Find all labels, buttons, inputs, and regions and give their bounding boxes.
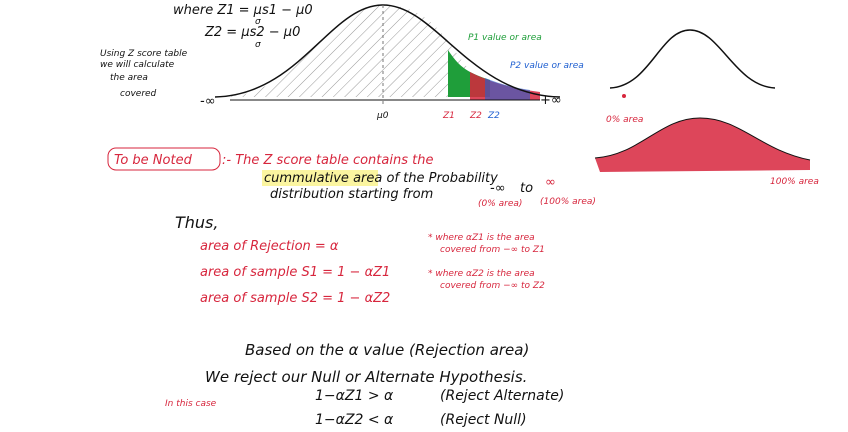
noted-text: (100% area) bbox=[540, 197, 596, 207]
axis-label: Z1 bbox=[442, 111, 455, 121]
formula: area of Rejection = α bbox=[200, 239, 339, 254]
note: the area bbox=[110, 73, 148, 83]
formula: area of sample S1 = 1 − αZ1 bbox=[200, 265, 390, 280]
zero-dot bbox=[622, 94, 626, 98]
noted-text: distribution starting from bbox=[270, 187, 433, 202]
conclusion: We reject our Null or Alternate Hypothes… bbox=[205, 368, 527, 386]
note: * where αZ1 is the area bbox=[428, 233, 535, 243]
note: covered bbox=[120, 89, 157, 99]
noted-text: (0% area) bbox=[478, 199, 522, 209]
condition: (Reject Alternate) bbox=[440, 388, 564, 404]
thus: Thus, bbox=[175, 213, 218, 232]
note: Using Z score table bbox=[100, 49, 188, 59]
full-area bbox=[595, 118, 810, 172]
formula: where Z1 = μs1 − μ0 bbox=[173, 3, 313, 18]
axis-label: μ0 bbox=[376, 111, 389, 121]
condition: 1−αZ1 > α bbox=[315, 388, 394, 404]
axis-label: Z2 bbox=[487, 111, 500, 121]
note: covered from −∞ to Z1 bbox=[440, 245, 545, 255]
noted-text: cummulative area of the Probability bbox=[264, 171, 498, 186]
noted-box bbox=[107, 147, 221, 171]
full-curve bbox=[594, 117, 811, 161]
axis-label: +∞ bbox=[540, 93, 562, 108]
annotation: 0% area bbox=[606, 115, 643, 125]
noted-text: -∞ bbox=[490, 181, 506, 196]
condition: (Reject Null) bbox=[440, 412, 527, 428]
formula: σ bbox=[255, 17, 261, 27]
conclusion: Based on the α value (Rejection area) bbox=[245, 341, 529, 359]
highlight bbox=[262, 170, 378, 186]
blue-area bbox=[485, 78, 530, 100]
axis-label: Z2 bbox=[469, 111, 482, 121]
note: * where αZ2 is the area bbox=[428, 269, 535, 279]
annotation: P2 value or area bbox=[510, 61, 584, 71]
case: In this case bbox=[165, 399, 217, 409]
axis-label: -∞ bbox=[200, 94, 216, 109]
condition: 1−αZ2 < α bbox=[315, 412, 394, 428]
annotation: 100% area bbox=[770, 177, 819, 187]
noted-text: to bbox=[520, 181, 533, 196]
formula: area of sample S2 = 1 − αZ2 bbox=[200, 291, 390, 306]
formula: σ bbox=[255, 40, 261, 50]
hatched-area bbox=[225, 5, 470, 97]
formula: Z2 = μs2 − μ0 bbox=[204, 25, 300, 40]
noted-text: ∞ bbox=[545, 175, 556, 190]
note: covered from −∞ to Z2 bbox=[440, 281, 545, 291]
annotation: P1 value or area bbox=[468, 33, 542, 43]
noted-text: :- The Z score table contains the bbox=[222, 153, 433, 168]
note: we will calculate bbox=[100, 60, 175, 70]
noted-label: To be Noted bbox=[114, 153, 193, 168]
small-curve bbox=[609, 29, 776, 89]
